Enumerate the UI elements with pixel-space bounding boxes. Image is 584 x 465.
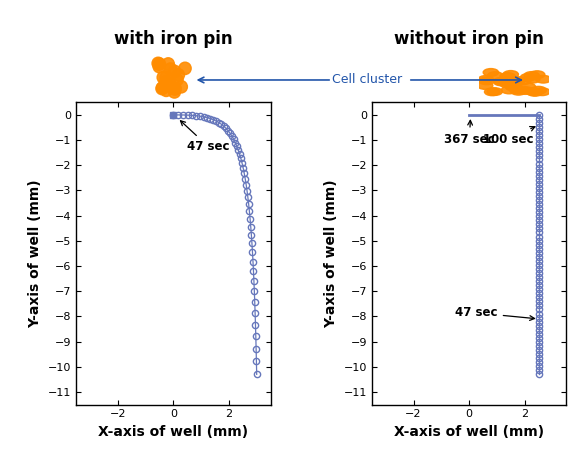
Circle shape <box>509 86 525 93</box>
Circle shape <box>493 78 509 86</box>
Circle shape <box>153 58 165 70</box>
Circle shape <box>524 75 540 83</box>
Circle shape <box>169 65 181 78</box>
Circle shape <box>517 86 533 94</box>
Y-axis label: Y-axis of well (mm): Y-axis of well (mm) <box>324 179 338 328</box>
Circle shape <box>520 73 536 81</box>
Circle shape <box>179 62 191 74</box>
Circle shape <box>493 77 509 85</box>
Circle shape <box>153 60 165 73</box>
Circle shape <box>160 76 172 88</box>
Circle shape <box>499 80 515 88</box>
Circle shape <box>525 88 541 95</box>
Text: Cell cluster: Cell cluster <box>332 73 402 86</box>
Circle shape <box>500 73 515 80</box>
Circle shape <box>536 75 551 83</box>
Circle shape <box>160 71 172 83</box>
Circle shape <box>508 79 523 86</box>
Title: with iron pin: with iron pin <box>114 30 232 48</box>
Circle shape <box>510 77 525 84</box>
Circle shape <box>165 63 177 75</box>
Circle shape <box>162 58 175 70</box>
Circle shape <box>160 84 172 97</box>
Circle shape <box>478 75 493 83</box>
Circle shape <box>169 82 181 94</box>
Title: without iron pin: without iron pin <box>394 30 544 48</box>
Circle shape <box>534 88 550 96</box>
Circle shape <box>171 73 183 86</box>
Circle shape <box>168 86 180 98</box>
Circle shape <box>156 82 168 95</box>
Circle shape <box>488 72 503 80</box>
Circle shape <box>520 83 536 91</box>
Circle shape <box>157 81 169 94</box>
Circle shape <box>524 72 540 80</box>
Circle shape <box>515 77 531 85</box>
Text: 100 sec: 100 sec <box>483 126 535 146</box>
Circle shape <box>503 71 519 78</box>
Text: 47 sec: 47 sec <box>180 121 230 153</box>
Circle shape <box>530 71 545 79</box>
Circle shape <box>172 69 185 81</box>
Circle shape <box>485 88 500 96</box>
Circle shape <box>479 77 495 85</box>
Circle shape <box>527 88 543 96</box>
Circle shape <box>152 57 164 70</box>
Text: 367 sec: 367 sec <box>444 120 495 146</box>
X-axis label: X-axis of well (mm): X-axis of well (mm) <box>394 425 544 439</box>
Circle shape <box>483 68 499 76</box>
Y-axis label: Y-axis of well (mm): Y-axis of well (mm) <box>28 179 42 328</box>
Circle shape <box>164 78 176 91</box>
Circle shape <box>477 82 493 89</box>
Circle shape <box>505 83 521 91</box>
X-axis label: X-axis of well (mm): X-axis of well (mm) <box>98 425 248 439</box>
Circle shape <box>501 86 517 94</box>
Circle shape <box>169 83 181 95</box>
Circle shape <box>487 88 502 95</box>
Circle shape <box>531 86 547 94</box>
Circle shape <box>157 71 169 84</box>
Text: 47 sec: 47 sec <box>456 306 534 320</box>
Circle shape <box>175 80 187 93</box>
Circle shape <box>511 87 526 95</box>
